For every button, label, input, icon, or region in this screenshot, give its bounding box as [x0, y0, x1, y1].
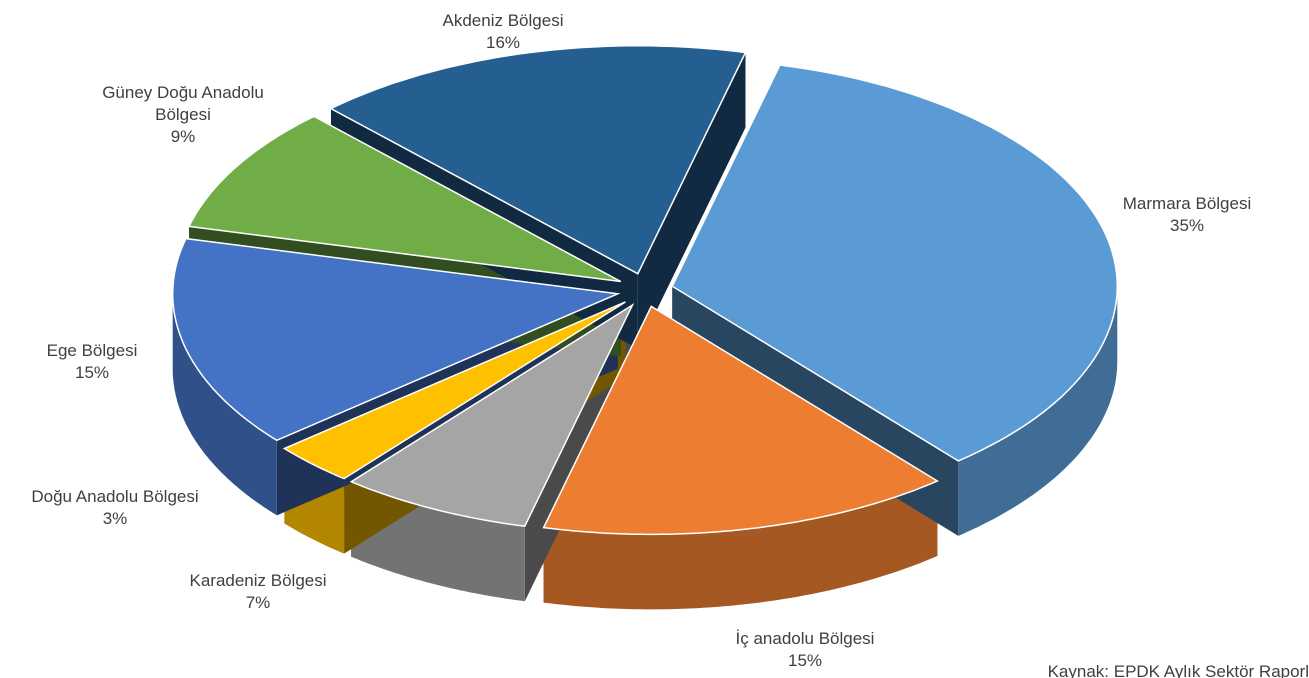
- source-note: Kaynak: EPDK Aylık Sektör Raporl: [1047, 662, 1309, 678]
- category-label: Marmara Bölgesi: [1122, 194, 1252, 213]
- value-label: 16%: [485, 33, 521, 52]
- data-label: Akdeniz Bölgesi 16%: [388, 10, 618, 54]
- category-label: Güney Doğu Anadolu Bölgesi: [102, 83, 264, 124]
- category-label: Ege Bölgesi: [46, 341, 138, 360]
- data-label: Karadeniz Bölgesi 7%: [143, 570, 373, 614]
- value-label: 9%: [170, 127, 196, 146]
- data-label: Ege Bölgesi 15%: [0, 340, 207, 384]
- slice: [329, 45, 747, 275]
- data-label: Güney Doğu Anadolu Bölgesi 9%: [73, 82, 293, 148]
- category-label: İç anadolu Bölgesi: [735, 629, 875, 648]
- slice: [349, 302, 635, 528]
- value-label: 15%: [74, 363, 110, 382]
- category-label: Karadeniz Bölgesi: [189, 571, 327, 590]
- value-label: 3%: [102, 509, 128, 528]
- data-label: İç anadolu Bölgesi 15%: [690, 628, 920, 672]
- category-label: Doğu Anadolu Bölgesi: [31, 487, 199, 506]
- value-label: 15%: [787, 651, 823, 670]
- value-label: 7%: [245, 593, 271, 612]
- slice: [542, 305, 939, 536]
- slice: [282, 301, 626, 480]
- slice-wall: [958, 286, 1118, 536]
- data-label: Doğu Anadolu Bölgesi 3%: [0, 486, 230, 530]
- slice: [671, 64, 1119, 462]
- category-label: Akdeniz Bölgesi: [442, 11, 564, 30]
- slice-wall: [172, 293, 277, 516]
- value-label: 35%: [1169, 216, 1205, 235]
- slice-wall: [543, 481, 938, 610]
- slice: [187, 115, 622, 283]
- data-label: Marmara Bölgesi 35%: [1072, 193, 1302, 237]
- slice-side: [637, 52, 746, 349]
- slice: [171, 237, 621, 442]
